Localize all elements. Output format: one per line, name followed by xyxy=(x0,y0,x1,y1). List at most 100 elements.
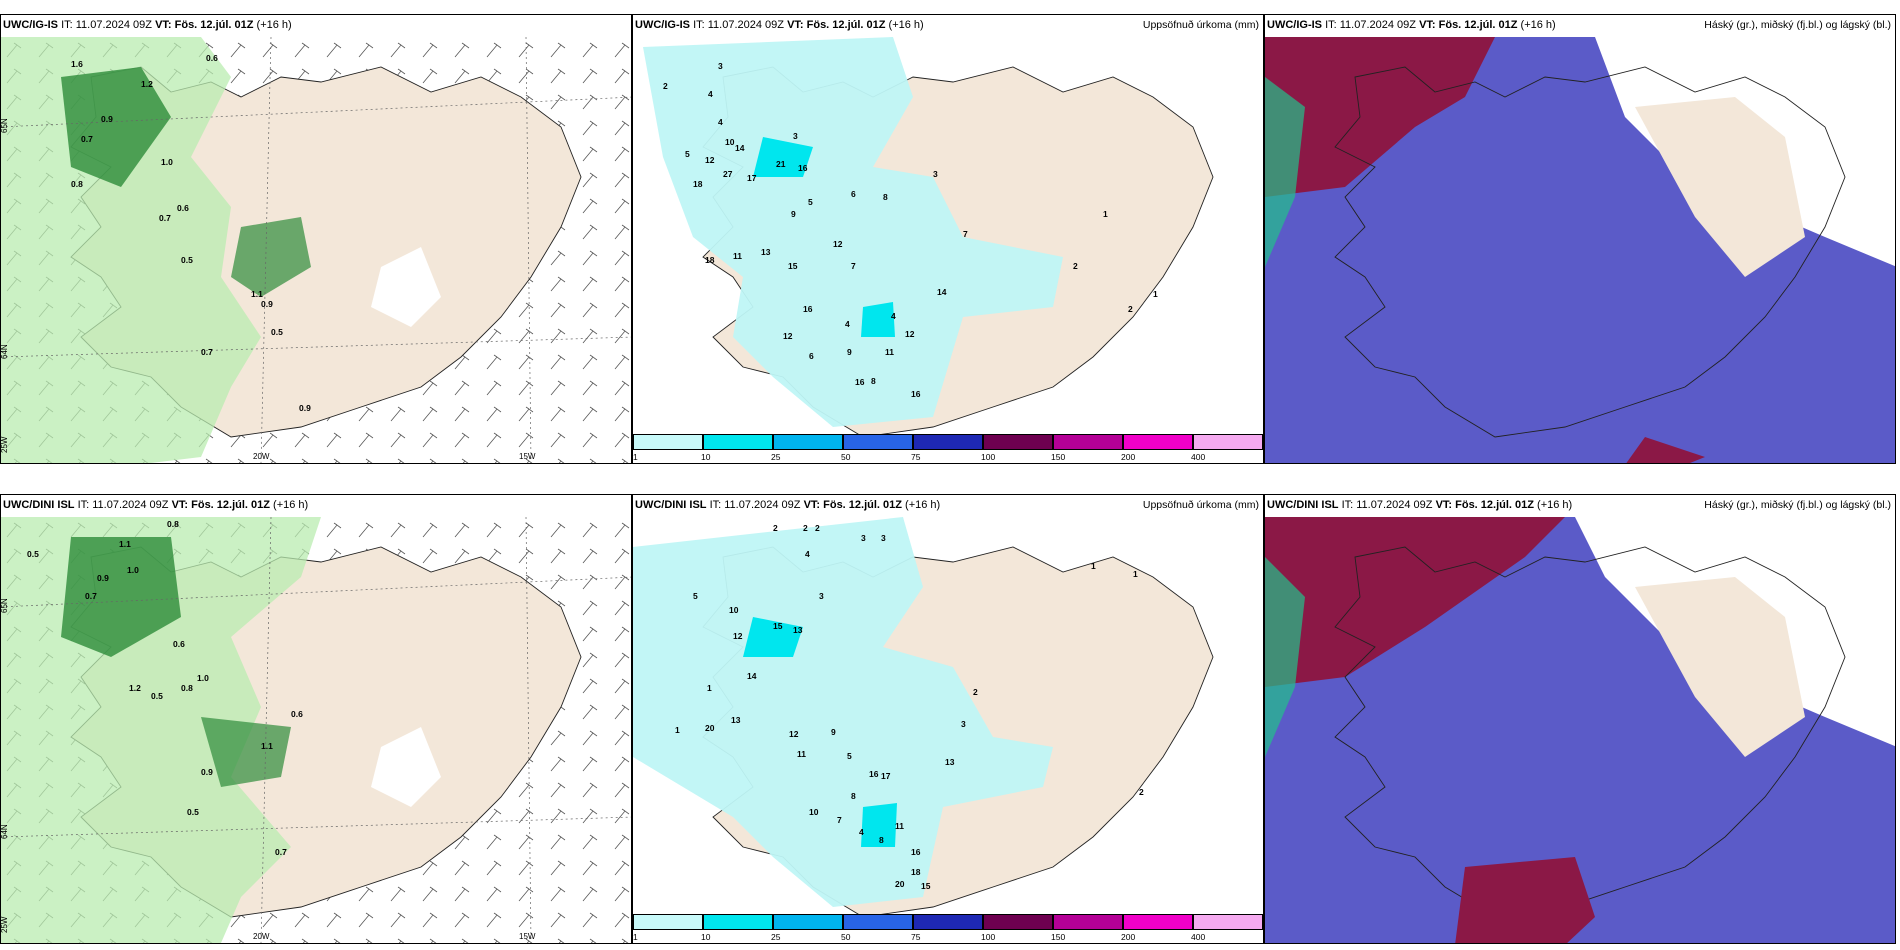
colorbar-tick: 150 xyxy=(1051,452,1066,462)
contour-value: 0.7 xyxy=(275,847,287,857)
precip-value: 15 xyxy=(921,881,931,891)
panel-header: UWC/IG-IS IT: 11.07.2024 09Z VT: Fös. 12… xyxy=(635,19,924,31)
init-label: IT: xyxy=(709,499,722,511)
colorbar-swatch xyxy=(913,914,983,930)
init-label: IT: xyxy=(1325,19,1337,31)
wind-map-panel-bottom: UWC/DINI ISL IT: 11.07.2024 09Z VT: Fös.… xyxy=(0,494,632,944)
precip-map-panel-top: UWC/IG-IS IT: 11.07.2024 09Z VT: Fös. 12… xyxy=(632,14,1264,464)
contour-value: 1.2 xyxy=(129,683,141,693)
precip-value: 16 xyxy=(798,163,808,173)
init-label: IT: xyxy=(693,19,705,31)
contour-value: 0.7 xyxy=(159,213,171,223)
colorbar-swatch xyxy=(913,434,983,450)
colorbar-tick: 100 xyxy=(981,452,996,462)
precip-map-panel-bottom: UWC/DINI ISL IT: 11.07.2024 09Z VT: Fös.… xyxy=(632,494,1264,944)
lead-time: (+16 h) xyxy=(273,499,309,511)
panel-header: UWC/DINI ISL IT: 11.07.2024 09Z VT: Fös.… xyxy=(3,499,308,511)
precip-value: 2 xyxy=(663,81,668,91)
contour-value: 0.8 xyxy=(181,683,193,693)
colorbar-tick: 150 xyxy=(1051,932,1066,942)
precip-value: 12 xyxy=(905,329,915,339)
contour-value: 0.9 xyxy=(299,403,311,413)
contour-value: 0.5 xyxy=(181,255,193,265)
panel-title: Háský (gr.), miðský (fj.bl.) og lágský (… xyxy=(1704,499,1891,511)
colorbar-swatch xyxy=(773,914,843,930)
precip-value: 2 xyxy=(815,523,820,533)
precip-value: 20 xyxy=(895,879,905,889)
model-name: UWC/DINI ISL xyxy=(1267,499,1339,511)
colorbar-tick: 400 xyxy=(1191,932,1206,942)
colorbar-swatch xyxy=(1053,434,1123,450)
iceland-land xyxy=(1334,546,1846,918)
precip-value: 5 xyxy=(847,751,852,761)
precip-value: 8 xyxy=(851,791,856,801)
precip-value: 9 xyxy=(791,209,796,219)
precip-value: 16 xyxy=(911,847,921,857)
lat-label-64n: 64N xyxy=(1,824,9,839)
precip-value: 5 xyxy=(693,591,698,601)
lead-time: (+16 h) xyxy=(888,19,924,31)
colorbar-tick: 200 xyxy=(1121,452,1136,462)
colorbar-tick: 10 xyxy=(701,932,711,942)
colorbar-swatch xyxy=(633,914,703,930)
lon-label-15w: 15W xyxy=(519,932,536,941)
colorbar-swatch xyxy=(703,434,773,450)
panel-header: UWC/IG-IS IT: 11.07.2024 09Z VT: Fös. 12… xyxy=(1267,19,1556,31)
contour-value: 0.7 xyxy=(81,134,93,144)
init-time: 11.07.2024 09Z xyxy=(75,19,152,31)
precip-value: 1 xyxy=(1091,561,1096,571)
contour-value: 1.0 xyxy=(127,565,139,575)
lon-label-15w: 15W xyxy=(519,452,536,461)
colorbar-tick: 100 xyxy=(981,932,996,942)
precip-value: 18 xyxy=(911,867,921,877)
init-time: 11.07.2024 09Z xyxy=(92,499,169,511)
precip-value: 3 xyxy=(961,719,966,729)
precip-value: 1 xyxy=(707,683,712,693)
precip-value: 13 xyxy=(945,757,955,767)
contour-value: 0.9 xyxy=(97,573,109,583)
contour-value: 1.1 xyxy=(119,539,131,549)
contour-value: 1.2 xyxy=(141,79,153,89)
precip-value: 2 xyxy=(1139,787,1144,797)
colorbar-tick: 25 xyxy=(771,932,781,942)
init-time: 11.07.2024 09Z xyxy=(724,499,801,511)
init-label: IT: xyxy=(1341,499,1354,511)
init-label: IT: xyxy=(61,19,73,31)
valid-label: VT: xyxy=(1435,499,1453,511)
lead-time: (+16 h) xyxy=(1537,499,1573,511)
precip-value: 4 xyxy=(805,549,810,559)
precip-value: 9 xyxy=(831,727,836,737)
precip-value: 12 xyxy=(833,239,843,249)
contour-value: 0.5 xyxy=(187,807,199,817)
contour-value: 0.6 xyxy=(291,709,303,719)
init-time: 11.07.2024 09Z xyxy=(1356,499,1433,511)
precip-value: 7 xyxy=(837,815,842,825)
contour-value: 0.5 xyxy=(27,549,39,559)
lon-label-25w: 25W xyxy=(1,436,9,453)
contour-value: 0.6 xyxy=(206,53,218,63)
contour-value: 0.9 xyxy=(201,767,213,777)
lat-label-64n: 64N xyxy=(1,344,9,359)
precip-value: 12 xyxy=(789,729,799,739)
colorbar-tick: 50 xyxy=(841,932,851,942)
precip-colorbar: 1 10 25 50 75 100 150 200 400 xyxy=(633,433,1263,463)
precip-value: 6 xyxy=(809,351,814,361)
precip-value: 7 xyxy=(851,261,856,271)
precip-value: 14 xyxy=(747,671,757,681)
iceland-land xyxy=(1334,66,1846,438)
precip-value: 1 xyxy=(1133,569,1138,579)
precip-value: 4 xyxy=(718,117,723,127)
lat-label-65n: 65N xyxy=(1,598,9,613)
precip-value: 12 xyxy=(783,331,793,341)
precip-value: 10 xyxy=(809,807,819,817)
lon-label-25w: 25W xyxy=(1,916,9,933)
precip-value: 2 xyxy=(1128,304,1133,314)
lon-label-20w: 20W xyxy=(253,452,270,461)
valid-label: VT: xyxy=(155,19,172,31)
colorbar-tick: 10 xyxy=(701,452,711,462)
contour-value: 0.8 xyxy=(167,519,179,529)
valid-time: Fös. 12.júl. 01Z xyxy=(1455,499,1534,511)
cloud-map-panel-bottom: UWC/DINI ISL IT: 11.07.2024 09Z VT: Fös.… xyxy=(1264,494,1896,944)
colorbar-tick: 75 xyxy=(911,452,921,462)
precip-value: 16 xyxy=(803,304,813,314)
